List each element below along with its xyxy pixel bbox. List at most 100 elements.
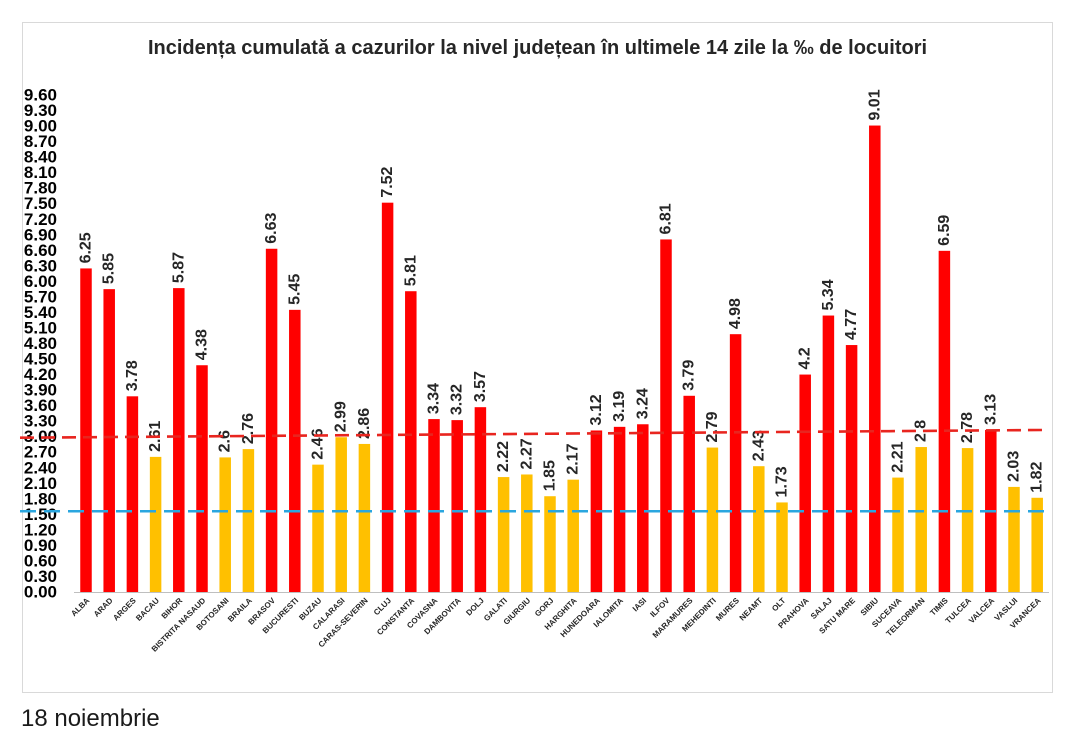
value-label-iasi: 3.24 (634, 388, 651, 419)
y-tick-label-5-40: 5.40 (24, 303, 57, 322)
bar-sibiu (869, 125, 881, 592)
value-label-galati: 2.22 (495, 441, 512, 472)
y-tick-label-5-70: 5.70 (24, 287, 57, 306)
bar-iasi (637, 424, 649, 592)
value-label-arges: 3.78 (124, 360, 141, 391)
bar-covasna (428, 419, 440, 592)
value-label-bucuresti: 5.45 (286, 274, 303, 305)
y-tick-label-2-70: 2.70 (24, 443, 57, 462)
value-label-neamt: 2.43 (750, 430, 767, 461)
value-label-salaj: 5.34 (820, 279, 837, 310)
bar-mehedinti (706, 447, 719, 592)
bar-maramures (683, 395, 695, 592)
value-label-alba: 6.25 (78, 232, 95, 263)
y-tick-label-1-20: 1.20 (24, 520, 57, 539)
value-label-caras-severin: 2.86 (356, 408, 373, 439)
bar-brasov (265, 248, 278, 592)
value-label-prahova: 4.2 (797, 347, 814, 369)
bar-ialomita (613, 426, 626, 592)
y-tick-label-3-60: 3.60 (24, 396, 57, 415)
bar-vrancea (1031, 497, 1043, 592)
value-label-sibiu: 9.01 (866, 89, 883, 120)
value-label-valcea: 3.13 (982, 394, 999, 425)
y-tick-label-2-10: 2.10 (24, 474, 57, 493)
bar-salaj (822, 315, 835, 592)
bar-calarasi (335, 437, 347, 592)
bar-neamt (753, 466, 765, 592)
y-tick-label-8-40: 8.40 (24, 148, 57, 167)
value-label-giurgiu: 2.27 (518, 438, 535, 469)
bar-satu-mare (845, 345, 858, 592)
bar-bacau (149, 456, 162, 592)
red-dashed-reference-line (19, 428, 1047, 440)
y-tick-label-0-00: 0.00 (24, 583, 57, 602)
y-tick-label-1-80: 1.80 (24, 489, 57, 508)
y-tick-label-1-50: 1.50 (24, 505, 57, 524)
value-label-harghita: 2.17 (565, 443, 582, 474)
value-label-mures: 4.98 (727, 298, 744, 329)
value-label-ialomita: 3.19 (611, 391, 628, 422)
bar-ilfov (660, 239, 672, 592)
value-label-calarasi: 2.99 (333, 401, 350, 432)
reference-lines (19, 428, 1047, 513)
value-label-timis: 6.59 (936, 215, 953, 246)
y-tick-label-3-90: 3.90 (24, 381, 57, 400)
value-label-vaslui: 2.03 (1006, 451, 1023, 482)
bar-gorj (544, 496, 556, 592)
bars (80, 125, 1043, 592)
y-tick-label-4-50: 4.50 (24, 350, 57, 369)
y-tick-label-2-40: 2.40 (24, 458, 57, 477)
y-tick-label-3-00: 3.00 (24, 427, 57, 446)
bar-harghita (567, 479, 579, 592)
bar-prahova (799, 374, 811, 592)
y-tick-label-0-60: 0.60 (24, 551, 57, 570)
bar-arad (103, 289, 115, 592)
value-label-braila: 2.76 (240, 413, 257, 444)
y-tick-label-7-80: 7.80 (24, 179, 57, 198)
bar-bucuresti (289, 309, 301, 592)
bar-dolj (474, 407, 487, 592)
y-tick-label-9-00: 9.00 (24, 117, 57, 136)
y-tick-label-8-70: 8.70 (24, 132, 57, 151)
value-label-olt: 1.73 (774, 466, 791, 497)
value-label-covasna: 3.34 (426, 383, 443, 414)
value-label-dambovita: 3.32 (449, 384, 466, 415)
bar-buzau (312, 464, 324, 592)
bar-alba (80, 268, 92, 592)
value-label-cluj: 7.52 (379, 166, 396, 197)
value-label-maramures: 3.79 (681, 360, 698, 391)
value-label-bihor: 5.87 (170, 252, 187, 283)
y-tick-label-0-30: 0.30 (24, 567, 57, 586)
value-label-hunedoara: 3.12 (588, 394, 605, 425)
bar-suceava (892, 477, 904, 592)
y-tick-label-6-00: 6.00 (24, 272, 57, 291)
bar-arges (126, 396, 139, 592)
y-tick-label-7-50: 7.50 (24, 194, 57, 213)
value-label-satu-mare: 4.77 (843, 309, 860, 340)
y-tick-label-4-80: 4.80 (24, 334, 57, 353)
value-label-constanta: 5.81 (402, 255, 419, 286)
y-tick-label-9-60: 9.60 (24, 86, 57, 105)
value-label-teleorman: 2.8 (913, 420, 930, 442)
y-tick-label-5-10: 5.10 (24, 318, 57, 337)
bar-vaslui (1008, 486, 1020, 592)
bar-timis (938, 250, 951, 592)
bar-botosani (219, 457, 231, 592)
y-tick-label-3-30: 3.30 (24, 412, 57, 431)
bar-teleorman (915, 447, 927, 592)
value-label-mehedinti: 2.79 (704, 411, 721, 442)
bar-bihor (173, 288, 185, 592)
value-label-vrancea: 1.82 (1029, 462, 1046, 493)
y-tick-label-8-10: 8.10 (24, 163, 57, 182)
y-tick-label-6-30: 6.30 (24, 256, 57, 275)
value-label-botosani: 2.6 (217, 430, 234, 452)
y-tick-label-0-90: 0.90 (24, 536, 57, 555)
value-label-ilfov: 6.81 (658, 203, 675, 234)
bar-bistrita-nasaud (196, 365, 208, 592)
bar-braila (242, 449, 255, 592)
bar-caras-severin (358, 443, 371, 592)
y-tick-label-9-30: 9.30 (24, 101, 57, 120)
chart-title: Incidența cumulată a cazurilor la nivel … (148, 37, 927, 59)
date-caption: 18 noiembrie (21, 705, 160, 732)
